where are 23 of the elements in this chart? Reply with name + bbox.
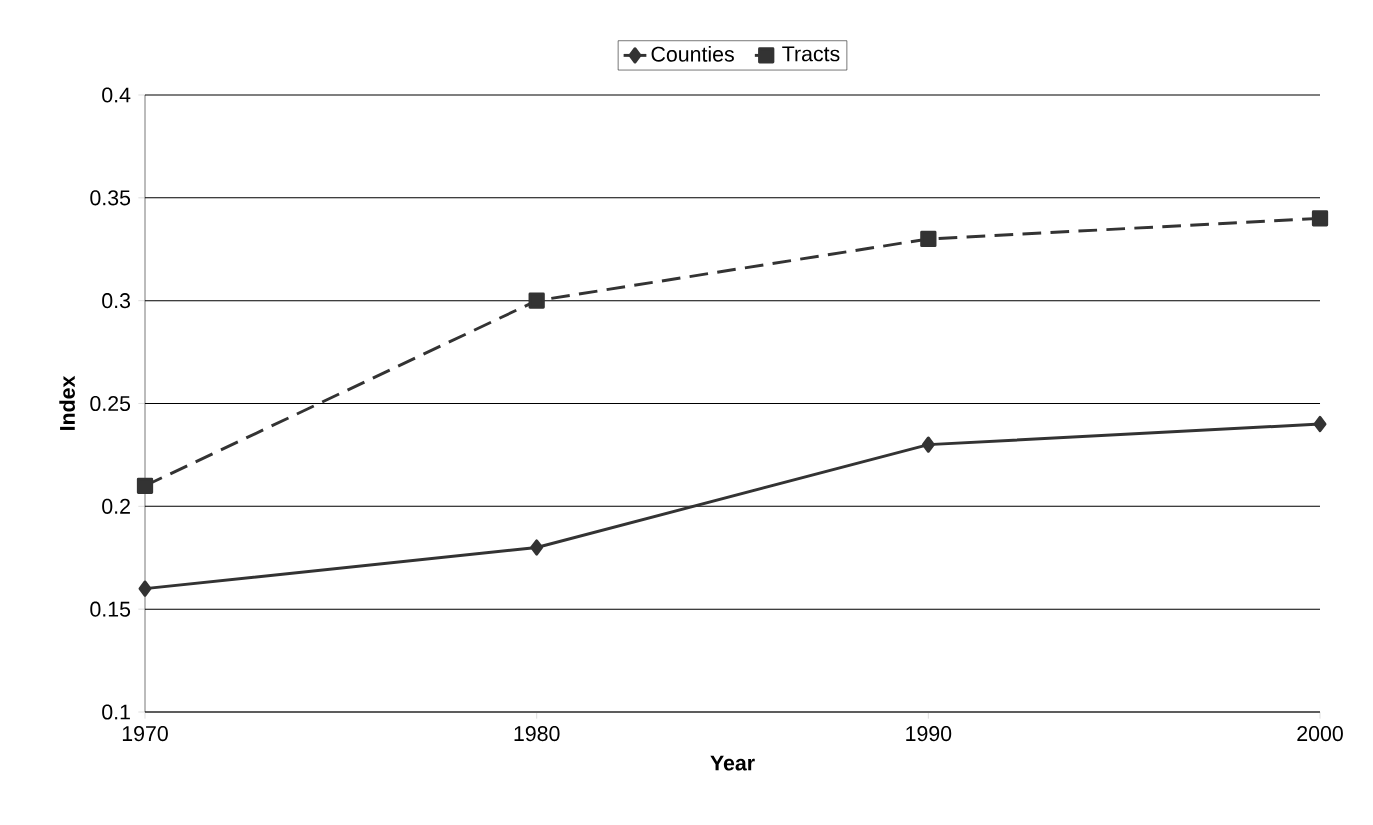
- point: [921, 436, 935, 453]
- y-axis-title: Index: [59, 375, 75, 430]
- x-tick-label: 1980: [514, 726, 560, 742]
- point: [1313, 415, 1327, 433]
- legend-label: Counties: [651, 46, 734, 62]
- y-tick-label: 0.25: [90, 395, 131, 412]
- point: [136, 477, 154, 494]
- y-tick-label: 0.4: [102, 87, 131, 103]
- point: [530, 539, 544, 556]
- x-tick-label: 2000: [1297, 726, 1343, 742]
- point: [138, 580, 152, 597]
- x-axis-title: Year: [710, 755, 755, 771]
- y-tick-label: 0.1: [102, 704, 130, 720]
- legend-label: Tracts: [782, 46, 840, 62]
- y-tick-label: 0.3: [102, 293, 131, 309]
- point: [1311, 210, 1329, 227]
- y-tick-label: 0.35: [90, 190, 131, 206]
- y-tick-label: 0.2: [102, 498, 130, 514]
- point: [920, 230, 937, 248]
- x-tick-label: 1970: [122, 726, 168, 742]
- x-tick-label: 1990: [906, 726, 952, 742]
- y-tick-label: 0.15: [90, 601, 131, 617]
- point: [528, 292, 545, 309]
